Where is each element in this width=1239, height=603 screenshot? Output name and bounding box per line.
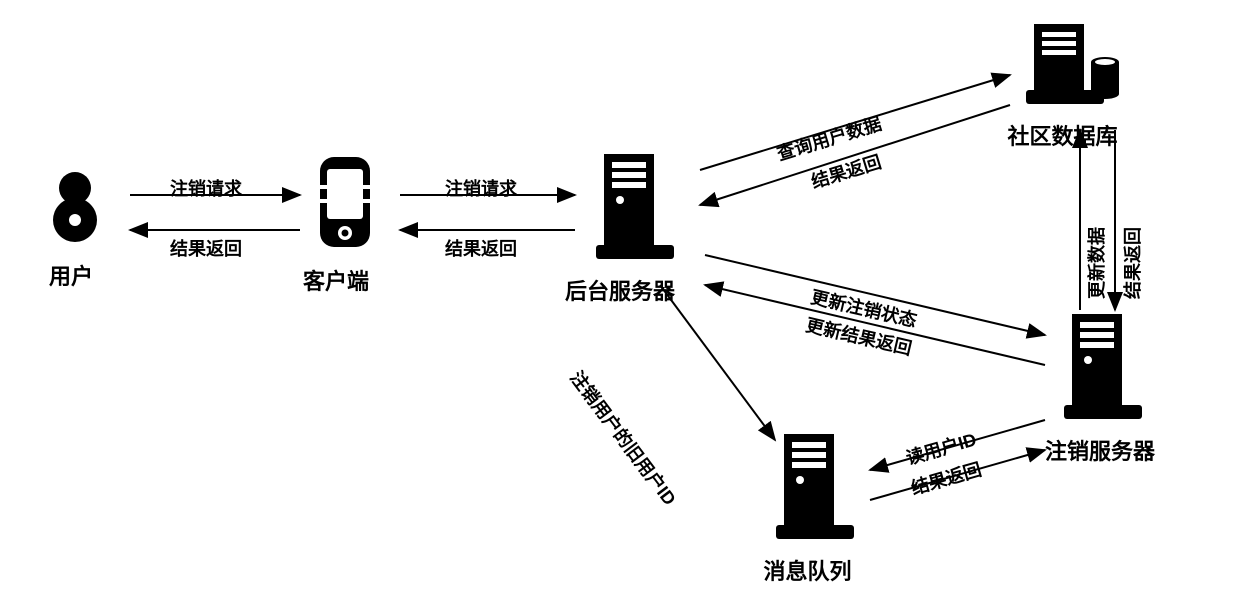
edge-user-client-top: 注销请求	[170, 175, 242, 201]
node-client: 客户端	[310, 155, 380, 296]
edge-backend-db-bottom: 结果返回	[808, 148, 884, 194]
server-icon	[590, 150, 680, 265]
edge-client-backend-top: 注销请求	[445, 175, 517, 201]
phone-icon	[310, 155, 380, 255]
server-icon	[770, 430, 860, 545]
node-client-label: 客户端	[292, 264, 380, 296]
server-icon	[1058, 310, 1148, 425]
node-logout-label: 注销服务器	[1045, 434, 1155, 466]
node-db: 社区数据库	[1020, 20, 1130, 151]
edge-client-backend-bottom: 结果返回	[445, 235, 517, 261]
edge-user-client-bottom: 结果返回	[170, 235, 242, 261]
node-user-label: 用户	[32, 259, 110, 291]
node-db-label: 社区数据库	[995, 119, 1130, 151]
node-backend: 后台服务器	[590, 150, 680, 306]
person-icon	[40, 170, 110, 250]
edge-backend-mq-top: 注销用户的旧用户ID	[565, 365, 683, 510]
edge-logout-db-bottom: 结果返回	[1119, 227, 1145, 299]
node-user: 用户	[40, 170, 110, 291]
database-icon	[1020, 20, 1130, 110]
node-logout: 注销服务器	[1050, 310, 1155, 466]
edge-logout-db-top: 更新数据	[1083, 227, 1109, 299]
node-backend-label: 后台服务器	[560, 274, 680, 306]
node-mq-label: 消息队列	[755, 554, 860, 586]
node-mq: 消息队列	[770, 430, 860, 586]
